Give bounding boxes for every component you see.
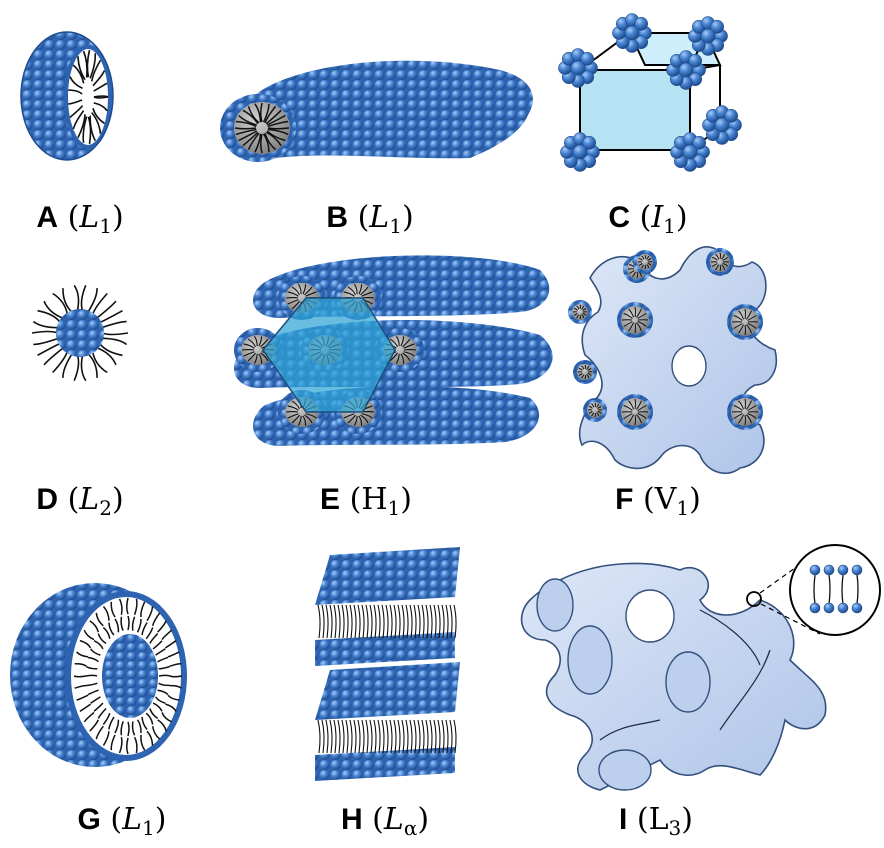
caption-a: A (L1) — [36, 200, 124, 238]
caption-e: E (H1) — [320, 482, 412, 520]
panel-c-micelles — [558, 13, 742, 172]
panel-g-vesicle — [10, 583, 187, 767]
panel-d-reverse-micelle — [31, 284, 129, 382]
panel-i-sponge — [520, 544, 881, 791]
panel-b-tails — [234, 102, 290, 154]
caption-h: H (Lα) — [340, 802, 430, 840]
caption-g: G (L1) — [77, 802, 167, 840]
panel-a-tails — [68, 49, 109, 144]
caption-b: B (L1) — [326, 200, 414, 238]
panel-g-tails — [73, 597, 183, 755]
panel-f-channels — [568, 248, 763, 430]
panel-a-micelle — [20, 31, 114, 161]
caption-i: I (L3) — [619, 802, 693, 840]
panel-f-bicontinuous — [568, 246, 777, 474]
panel-h-bilayers — [315, 547, 460, 781]
panel-i-zoom-bilayer — [809, 564, 863, 614]
panel-e-hexagonal — [233, 255, 553, 446]
panel-b-cylinder — [220, 60, 533, 162]
panel-h-lamellar — [315, 547, 460, 781]
panel-d-tails — [31, 284, 129, 382]
caption-f: F (V1) — [615, 482, 701, 520]
panel-c-cubic — [558, 13, 742, 172]
caption-d: D (L2) — [36, 482, 124, 520]
caption-c: C (I1) — [608, 200, 688, 238]
